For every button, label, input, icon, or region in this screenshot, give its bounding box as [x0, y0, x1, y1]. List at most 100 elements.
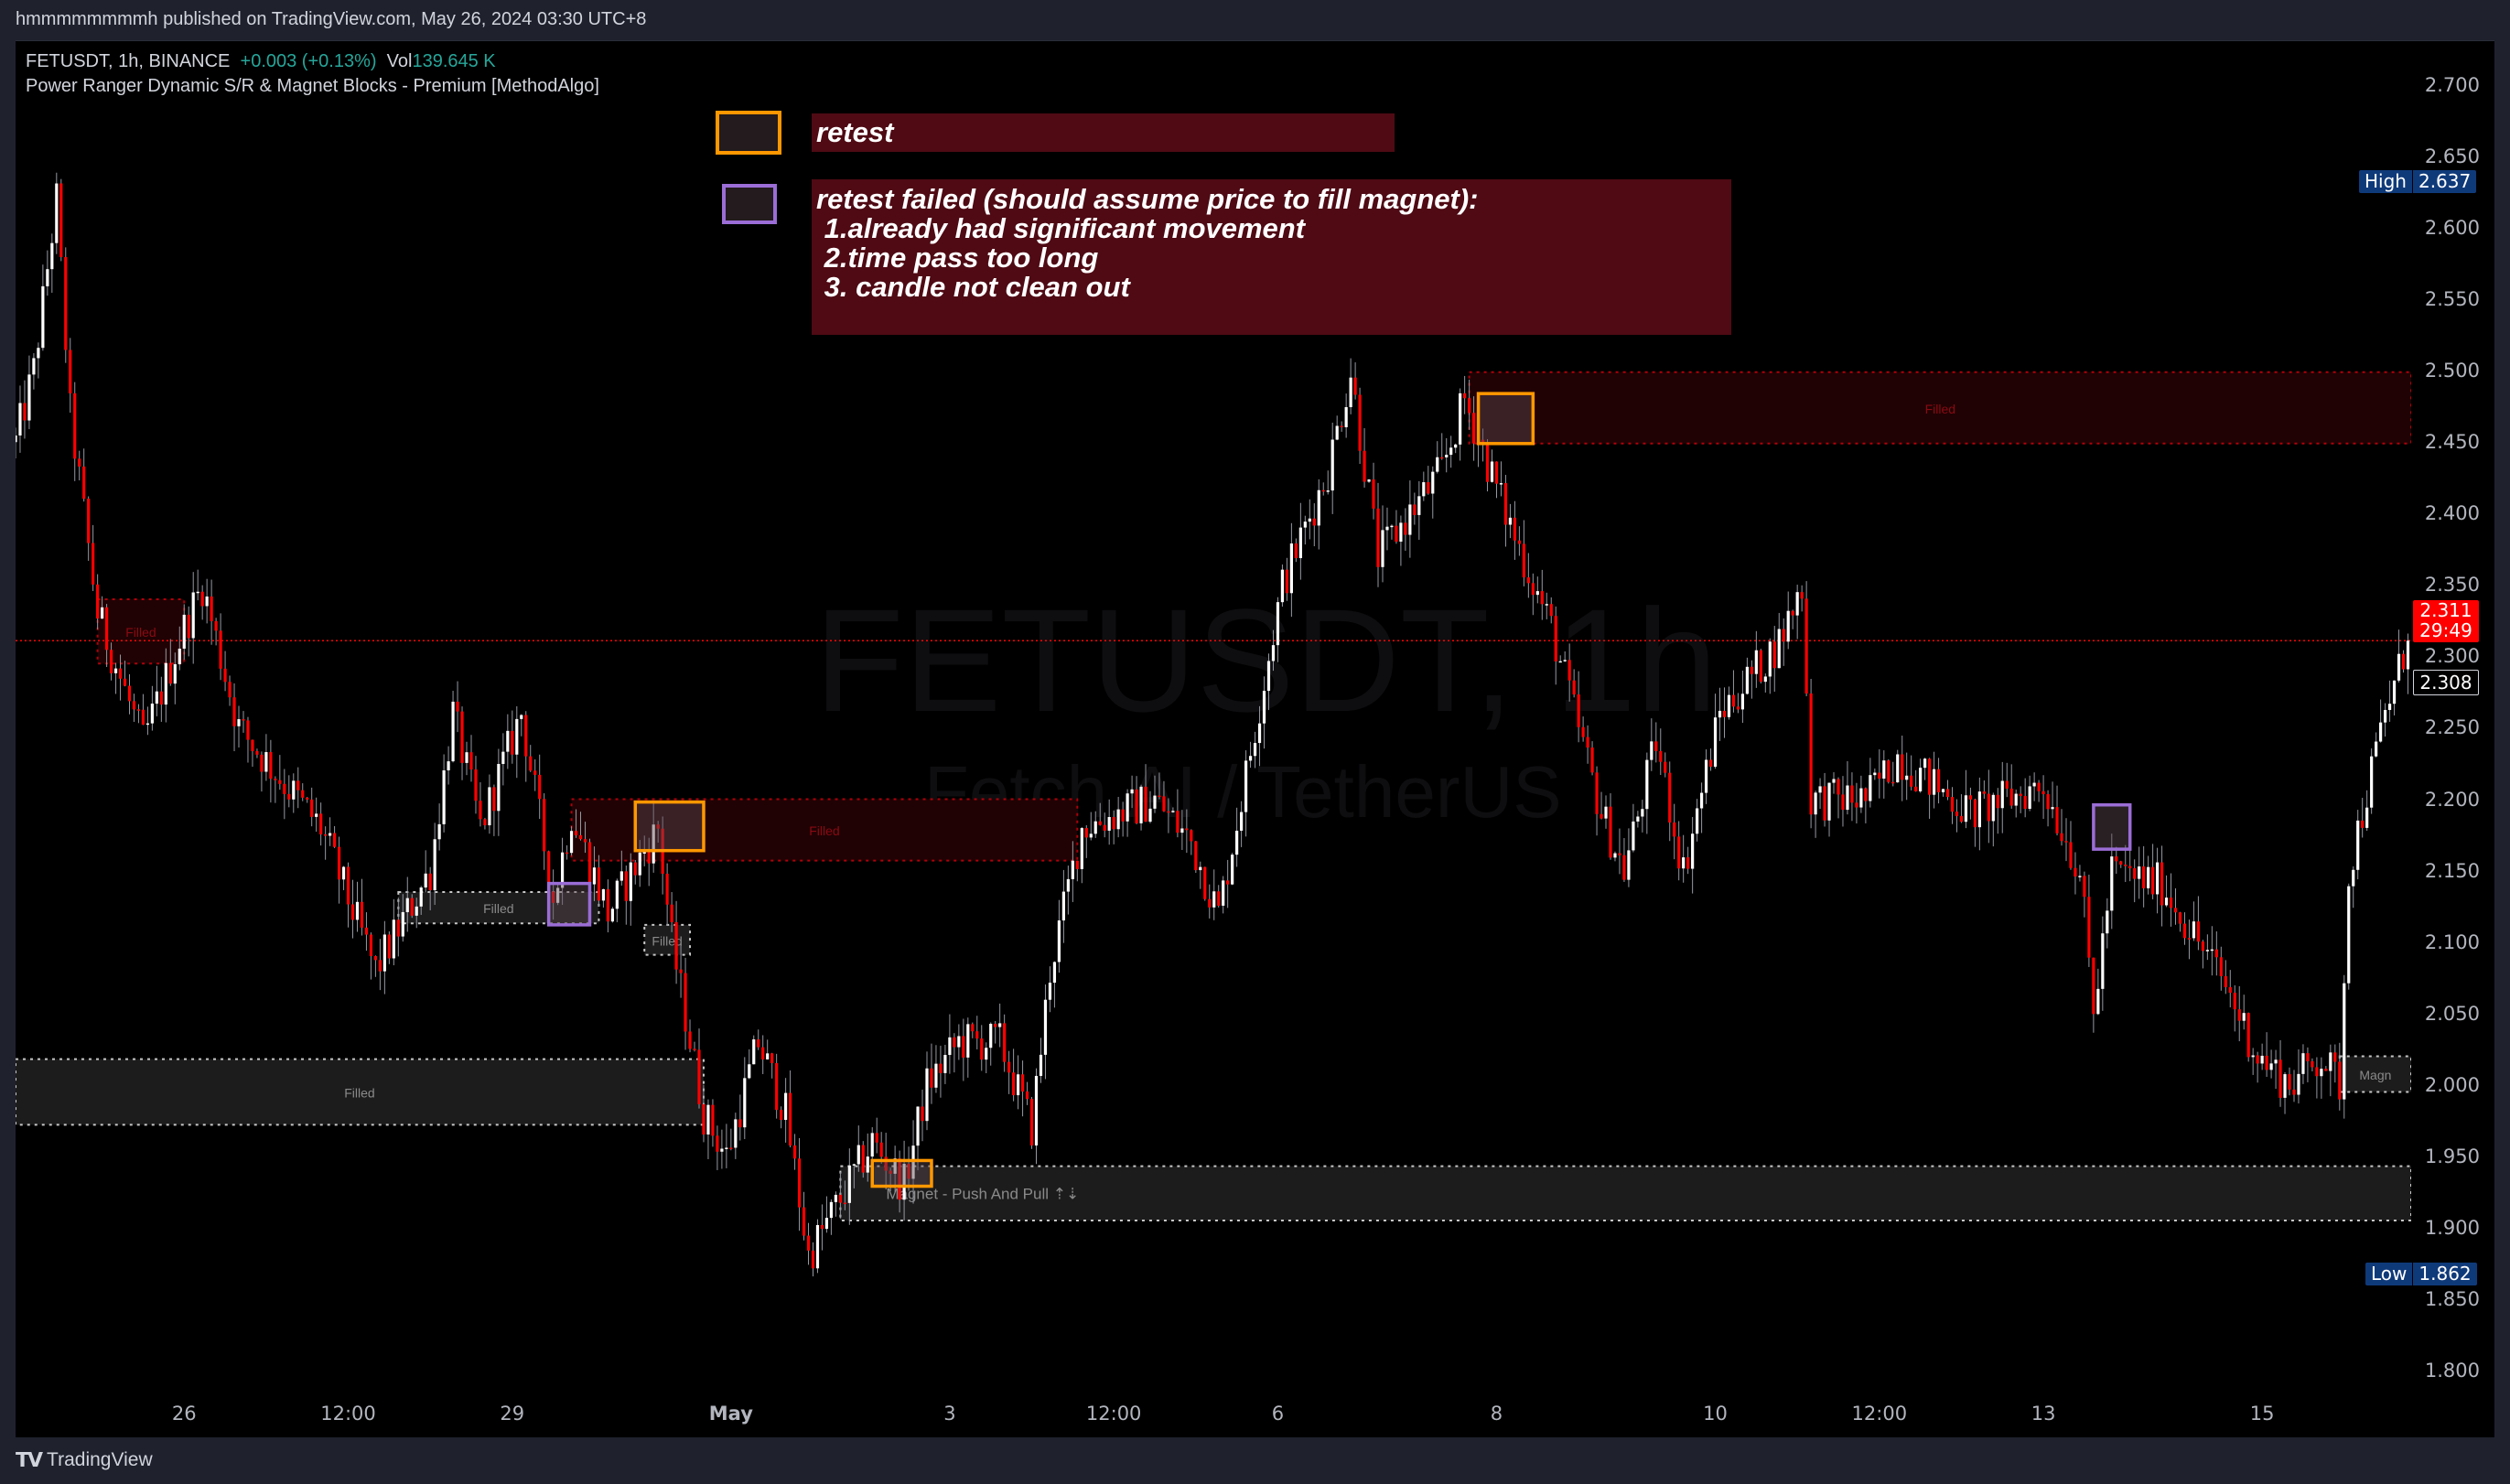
- candle-body: [145, 723, 150, 726]
- candle-body: [1750, 666, 1753, 674]
- candle-body: [1650, 741, 1654, 760]
- time-tick-label: May: [708, 1403, 753, 1425]
- time-tick-label: 29: [500, 1403, 525, 1425]
- candle-body: [569, 831, 574, 854]
- candle-body: [369, 934, 373, 957]
- candle-body: [210, 596, 213, 621]
- candle-body: [1330, 439, 1334, 491]
- time-tick-label: 13: [2031, 1403, 2056, 1425]
- candle-body: [1066, 878, 1070, 892]
- candle-body: [1126, 793, 1129, 822]
- candle-body: [847, 1165, 851, 1203]
- candle-body: [1422, 482, 1426, 497]
- candle-body: [975, 1031, 979, 1039]
- candle-body: [2164, 898, 2169, 906]
- zone-label: Magn: [2359, 1068, 2391, 1082]
- price-tick-label: 2.400: [2424, 502, 2480, 525]
- candle-body: [1727, 694, 1731, 717]
- candle-body: [524, 715, 528, 757]
- candle-body: [1772, 641, 1776, 669]
- candle-body: [2329, 1052, 2332, 1071]
- candle-body: [1112, 817, 1115, 830]
- candle-body: [665, 873, 669, 905]
- candle-body: [2383, 709, 2387, 723]
- footer-branding[interactable]: 𝗧𝗩 TradingView: [16, 1448, 153, 1472]
- candle-body: [451, 701, 455, 762]
- candle-body: [1317, 489, 1320, 526]
- candle-body: [96, 584, 100, 619]
- candle-body: [2292, 1089, 2296, 1095]
- candle-body: [1722, 710, 1727, 717]
- candle-body: [1668, 772, 1672, 823]
- candle-body: [838, 1194, 842, 1203]
- candle-body: [684, 973, 687, 1032]
- candle-body: [1927, 758, 1932, 795]
- candle-body: [2023, 796, 2027, 810]
- candle-body: [2078, 876, 2082, 877]
- candle-body: [1659, 750, 1663, 762]
- candle-body: [2196, 921, 2201, 942]
- candle-body: [1208, 898, 1212, 908]
- candle-body: [424, 873, 427, 888]
- candle-body: [2115, 856, 2118, 862]
- candle-body: [2064, 841, 2068, 843]
- candle-body: [242, 719, 245, 721]
- candle-body: [196, 591, 199, 594]
- candle-body: [1508, 517, 1513, 525]
- candle-body: [1253, 743, 1257, 757]
- candle-body: [820, 1224, 824, 1230]
- candle-body: [1271, 645, 1276, 661]
- candle-body: [428, 873, 432, 891]
- candle-body: [2133, 867, 2137, 879]
- candle-body: [46, 269, 49, 286]
- symbol-info[interactable]: FETUSDT, 1h, BINANCE: [26, 51, 231, 71]
- candle-body: [2320, 1069, 2323, 1077]
- candle-body: [529, 756, 533, 771]
- candle-body: [1408, 504, 1412, 535]
- candle-body: [437, 823, 441, 840]
- candle-body: [538, 774, 542, 800]
- candle-body: [784, 1092, 788, 1121]
- magnet-zone: [839, 1165, 2411, 1221]
- candle-body: [2333, 1052, 2337, 1062]
- candle-body: [1190, 830, 1193, 842]
- high-value: 2.637: [2411, 170, 2476, 193]
- candle-body: [1837, 779, 1840, 795]
- candle-body: [565, 852, 569, 855]
- candle-body: [1107, 817, 1111, 831]
- candle-body: [127, 685, 132, 702]
- candle-body: [1016, 1074, 1020, 1096]
- candle-body: [1677, 836, 1681, 869]
- candle-body: [219, 630, 222, 669]
- candle-body: [1791, 610, 1794, 616]
- candle-body: [1298, 527, 1302, 559]
- candle-body: [1955, 812, 1959, 816]
- candle-body: [2224, 975, 2227, 987]
- indicator-name[interactable]: Power Ranger Dynamic S/R & Magnet Blocks…: [26, 76, 599, 96]
- candle-body: [1381, 530, 1384, 567]
- candle-body: [652, 824, 655, 864]
- candle-body: [1636, 816, 1640, 822]
- candle-body: [2037, 782, 2041, 791]
- candle-body: [806, 1235, 811, 1251]
- candle-body: [2142, 866, 2146, 888]
- candle-body: [1294, 543, 1298, 559]
- candle-body: [1445, 455, 1449, 457]
- candle-body: [697, 1049, 701, 1104]
- time-tick-label: 26: [171, 1403, 197, 1425]
- retest-failed-box: [546, 881, 592, 927]
- candle-body: [1093, 821, 1097, 834]
- price-chart[interactable]: Filled Filled Filled Filled Filled Filled Magn…: [16, 40, 2411, 1393]
- candle-body: [1540, 591, 1544, 605]
- candle-body: [2265, 1055, 2268, 1070]
- candle-body: [2106, 910, 2109, 934]
- low-value: 1.862: [2412, 1263, 2476, 1285]
- candle-body: [1413, 504, 1417, 515]
- candle-body: [1704, 759, 1708, 793]
- candle-body: [583, 839, 587, 843]
- candle-body: [780, 1110, 783, 1121]
- zone-label: Magnet - Push And Pull ⇡⇣: [886, 1185, 1079, 1202]
- candle-body: [1344, 407, 1348, 427]
- candle-body: [401, 911, 404, 937]
- candle-body: [1363, 450, 1366, 482]
